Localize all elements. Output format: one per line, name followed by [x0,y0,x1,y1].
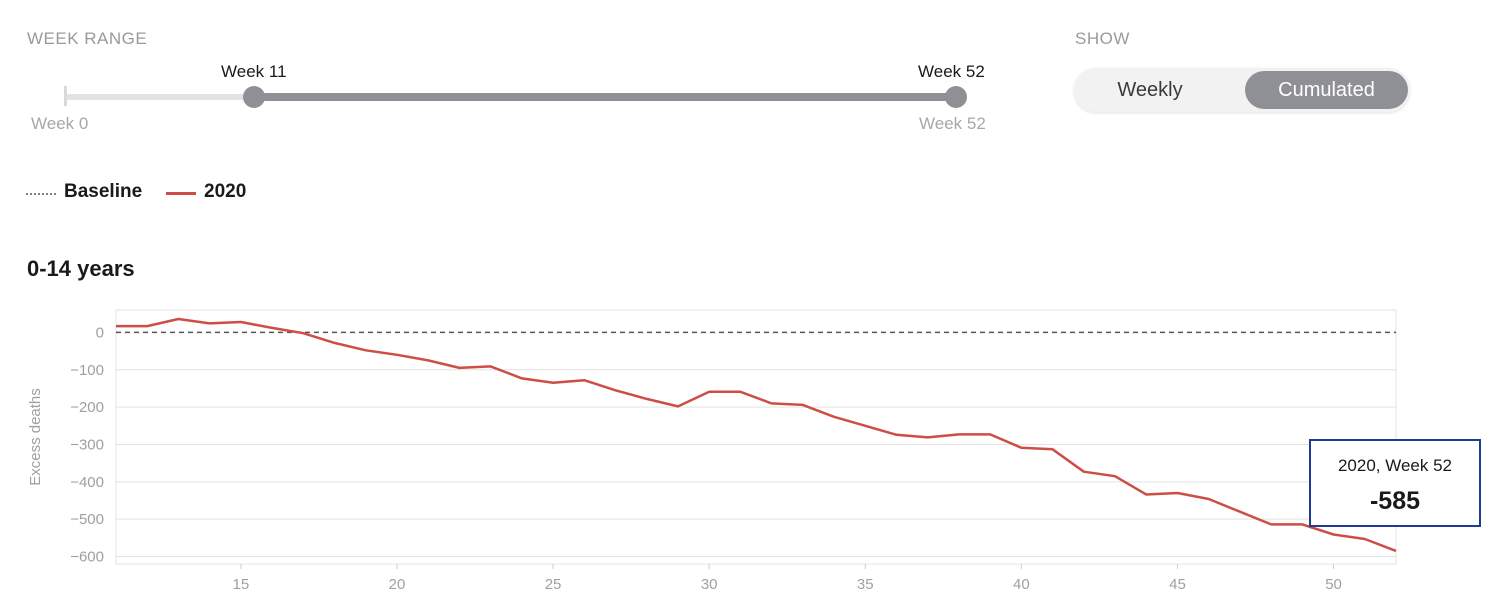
tooltip-label: 2020, Week 52 [1337,456,1453,475]
y-tick-label: −200 [70,399,104,416]
show-label: SHOW [1075,29,1130,48]
x-tick-label: 20 [389,576,406,593]
slider-max-label: Week 52 [919,114,986,133]
view-toggle: Weekly Cumulated [1074,68,1410,112]
tooltip: 2020, Week 52 -585 [1309,439,1481,527]
y-tick-label: −500 [70,511,104,528]
toggle-cumulated-button[interactable]: Cumulated [1245,71,1408,109]
x-tick-label: 30 [701,576,718,593]
slider-start-cap [64,86,67,106]
slider-end-value: Week 52 [918,62,985,81]
x-tick-label: 35 [857,576,874,593]
slider-start-handle[interactable] [243,86,265,108]
slider-min-label: Week 0 [31,114,89,133]
y-tick-label: −400 [70,474,104,491]
tooltip-value: -585 [1369,487,1421,515]
y-tick-label: 0 [96,324,104,341]
x-tick-label: 25 [545,576,562,593]
plot-area-frame [115,309,1397,565]
legend-2020-swatch [166,192,196,195]
slider-selected-range[interactable] [254,93,956,101]
toggle-weekly-button[interactable]: Weekly [1117,79,1183,101]
slider-end-handle[interactable] [945,86,967,108]
legend-2020-label: 2020 [204,181,247,202]
y-axis-title: Excess deaths [27,388,44,486]
chart-title: 0-14 years [27,256,135,281]
x-tick-label: 50 [1325,576,1342,593]
x-tick-label: 40 [1013,576,1030,593]
legend-baseline-label: Baseline [64,181,143,202]
x-tick-label: 45 [1169,576,1186,593]
y-tick-label: −300 [70,436,104,453]
x-tick-label: 15 [233,576,250,593]
legend-baseline-swatch [26,193,58,195]
y-tick-label: −600 [70,549,104,566]
week-range-label: WEEK RANGE [27,29,148,48]
slider-start-value: Week 11 [221,62,287,81]
series-line-2020 [116,317,1397,553]
y-tick-label: −100 [70,362,104,379]
